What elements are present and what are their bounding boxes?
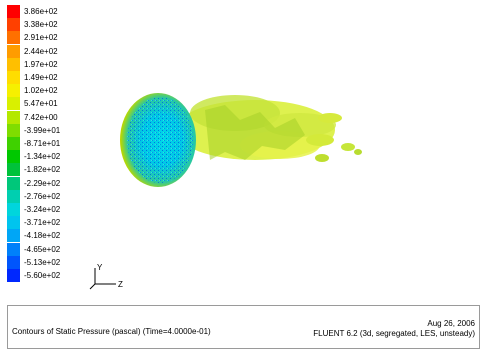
legend-entry: 1.49e+02 (7, 71, 97, 84)
legend-entry: 1.02e+02 (7, 84, 97, 98)
plume-tail (175, 95, 362, 162)
axis-z-label: Z (118, 280, 123, 289)
legend-entry: 1.97e+02 (7, 57, 97, 71)
legend-entry: -2.76e+02 (7, 189, 97, 203)
legend-label: -8.71e+01 (24, 139, 61, 148)
legend-swatch (7, 97, 20, 111)
legend-entry: -3.71e+02 (7, 216, 97, 230)
legend-entry: 7.42e+00 (7, 110, 97, 124)
legend-label: -1.34e+02 (24, 152, 61, 162)
pressure-contour-plot (120, 93, 362, 187)
legend-label: 1.02e+02 (24, 86, 58, 96)
legend-label: -3.99e+01 (24, 125, 61, 135)
legend-entry: -3.99e+01 (7, 123, 97, 137)
legend-entry: -4.65e+02 (7, 242, 97, 256)
legend-swatch (7, 31, 20, 45)
legend-label: 1.49e+02 (24, 73, 58, 82)
legend-label: 3.38e+02 (24, 20, 58, 30)
legend-label: -1.82e+02 (24, 165, 61, 175)
legend-entry: -1.82e+02 (7, 163, 97, 177)
legend-entry: 2.44e+02 (7, 44, 97, 58)
legend-swatch (7, 44, 20, 58)
legend-swatch (7, 242, 20, 256)
legend-label: -5.60e+02 (24, 271, 61, 280)
legend-entry: -2.29e+02 (7, 176, 97, 190)
legend-entry: -8.71e+01 (7, 137, 97, 150)
legend-swatch (7, 255, 20, 269)
legend-swatch (7, 203, 20, 216)
caption-box: Contours of Static Pressure (pascal) (Ti… (7, 305, 480, 349)
legend-swatch (7, 150, 20, 164)
legend-entry: 3.38e+02 (7, 18, 97, 32)
legend-entry: 5.47e+01 (7, 97, 97, 111)
legend-swatch (7, 229, 20, 243)
legend-label: 7.42e+00 (24, 112, 58, 122)
legend-swatch (7, 5, 20, 18)
legend-entry: -5.60e+02 (7, 269, 97, 282)
legend-swatch (7, 71, 20, 84)
legend-label: 2.91e+02 (24, 33, 58, 43)
legend-swatch (7, 163, 20, 177)
legend-swatch (7, 176, 20, 190)
legend-label: 3.86e+02 (24, 7, 58, 16)
legend-label: -2.76e+02 (24, 191, 61, 201)
legend-swatch (7, 189, 20, 203)
legend-label: -2.29e+02 (24, 178, 61, 188)
legend-label: -4.18e+02 (24, 231, 61, 241)
legend-label: -3.24e+02 (24, 205, 61, 214)
legend-entry: 3.86e+02 (7, 5, 97, 18)
legend-swatch (7, 110, 20, 124)
axis-y-label: Y (97, 263, 103, 272)
legend-swatch (7, 123, 20, 137)
legend-swatch (7, 269, 20, 282)
legend-entry: -5.13e+02 (7, 255, 97, 269)
legend-label: -5.13e+02 (24, 257, 61, 267)
legend-entry: 2.91e+02 (7, 31, 97, 45)
legend-entry: -3.24e+02 (7, 203, 97, 216)
legend-label: -4.65e+02 (24, 244, 61, 254)
legend-swatch (7, 137, 20, 150)
axis-triad: Y Z (89, 263, 123, 290)
legend-swatch (7, 57, 20, 71)
legend-label: 5.47e+01 (24, 99, 58, 109)
legend-entry: -4.18e+02 (7, 229, 97, 243)
caption-date: Aug 26, 2006 (427, 319, 475, 328)
legend-swatch (7, 216, 20, 230)
caption-solver: FLUENT 6.2 (3d, segregated, LES, unstead… (313, 329, 475, 338)
caption-title: Contours of Static Pressure (pascal) (Ti… (12, 327, 211, 336)
legend-label: -3.71e+02 (24, 218, 61, 228)
legend-label: 1.97e+02 (24, 59, 58, 69)
legend-swatch (7, 18, 20, 32)
legend-entry: -1.34e+02 (7, 150, 97, 164)
legend-swatch (7, 84, 20, 98)
legend-label: 2.44e+02 (24, 46, 58, 56)
plume-head (120, 93, 196, 187)
